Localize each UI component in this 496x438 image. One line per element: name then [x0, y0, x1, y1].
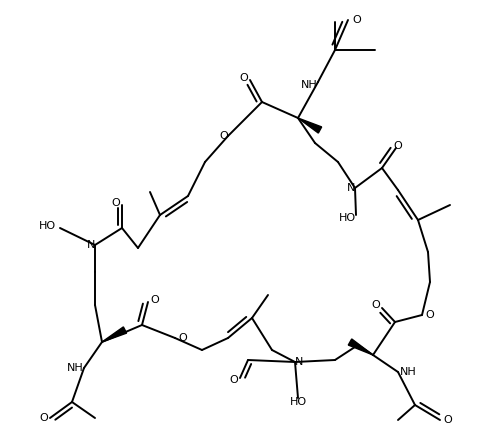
Text: O: O	[229, 375, 238, 385]
Text: O: O	[371, 300, 380, 310]
Text: HO: HO	[39, 221, 56, 231]
Text: O: O	[239, 73, 248, 83]
Text: NH: NH	[301, 80, 318, 90]
Text: O: O	[150, 295, 159, 305]
Polygon shape	[102, 327, 126, 342]
Text: O: O	[39, 413, 48, 423]
Text: O: O	[425, 310, 434, 320]
Text: HO: HO	[339, 213, 356, 223]
Text: O: O	[443, 415, 452, 425]
Text: N: N	[295, 357, 304, 367]
Text: HO: HO	[290, 397, 307, 407]
Text: NH: NH	[400, 367, 417, 377]
Text: NH: NH	[67, 363, 84, 373]
Text: N: N	[87, 240, 95, 250]
Text: O: O	[219, 131, 228, 141]
Text: O: O	[394, 141, 402, 151]
Text: O: O	[352, 15, 361, 25]
Polygon shape	[298, 118, 322, 133]
Text: N: N	[347, 183, 355, 193]
Text: O: O	[178, 333, 187, 343]
Text: O: O	[111, 198, 120, 208]
Polygon shape	[348, 339, 373, 355]
